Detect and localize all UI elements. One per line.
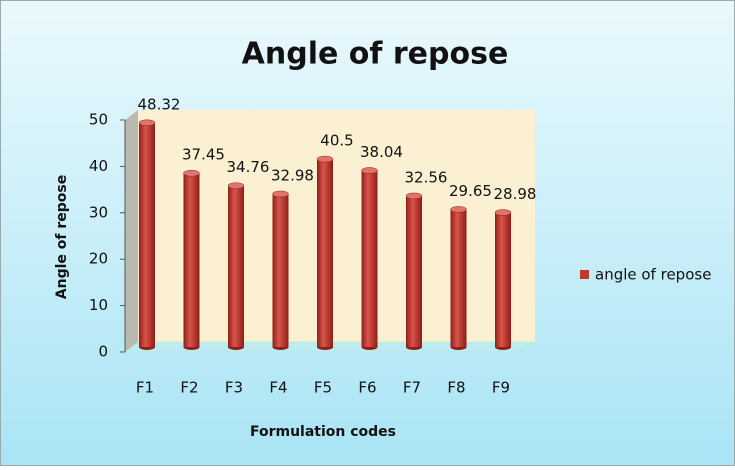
bar-top bbox=[316, 155, 334, 163]
data-label: 38.04 bbox=[360, 143, 403, 161]
bar bbox=[139, 122, 155, 347]
x-tick-label: F2 bbox=[180, 379, 198, 397]
bar-top bbox=[272, 190, 289, 198]
x-tick-label: F1 bbox=[136, 379, 154, 397]
x-tick-label: F6 bbox=[358, 379, 376, 397]
bar-top bbox=[450, 206, 467, 213]
y-tick-label: 30 bbox=[89, 203, 108, 221]
chart-title: Angle of repose bbox=[242, 37, 509, 72]
data-label: 29.65 bbox=[449, 182, 492, 200]
y-tick-label: 50 bbox=[89, 111, 108, 129]
bar bbox=[272, 193, 289, 347]
bar bbox=[450, 209, 467, 347]
bar-top bbox=[361, 167, 378, 174]
y-tick-label: 40 bbox=[89, 157, 108, 175]
legend-label: angle of repose bbox=[595, 266, 711, 284]
bar-top bbox=[138, 119, 156, 127]
x-tick-label: F3 bbox=[225, 379, 243, 397]
bar-top bbox=[494, 209, 512, 216]
x-tick-label: F9 bbox=[492, 379, 510, 397]
data-label: 28.98 bbox=[494, 185, 537, 203]
data-label: 32.98 bbox=[271, 166, 314, 184]
y-axis-title: Angle of repose bbox=[54, 175, 70, 299]
x-tick-label: F8 bbox=[447, 379, 465, 397]
x-tick-label: F5 bbox=[314, 379, 332, 397]
bar-top bbox=[183, 169, 200, 177]
bar bbox=[317, 159, 333, 347]
data-label: 40.5 bbox=[320, 132, 353, 150]
x-tick-label: F4 bbox=[269, 379, 287, 397]
y-tick-label: 0 bbox=[98, 343, 108, 361]
data-label: 48.32 bbox=[138, 95, 181, 113]
x-axis-title: Formulation codes bbox=[250, 424, 396, 440]
bar bbox=[361, 170, 378, 347]
y-tick-label: 10 bbox=[89, 296, 108, 314]
legend-swatch bbox=[580, 270, 589, 279]
x-tick-label: F7 bbox=[403, 379, 421, 397]
side-wall bbox=[125, 110, 138, 352]
bar-top bbox=[405, 192, 423, 200]
y-tick-label: 20 bbox=[89, 250, 108, 268]
data-label: 37.45 bbox=[182, 146, 225, 164]
bar-top bbox=[227, 182, 245, 189]
bar bbox=[406, 195, 422, 347]
bar bbox=[495, 212, 511, 347]
bar bbox=[183, 173, 200, 347]
data-label: 32.56 bbox=[405, 168, 448, 186]
bar bbox=[228, 185, 244, 347]
data-label: 34.76 bbox=[227, 158, 270, 176]
